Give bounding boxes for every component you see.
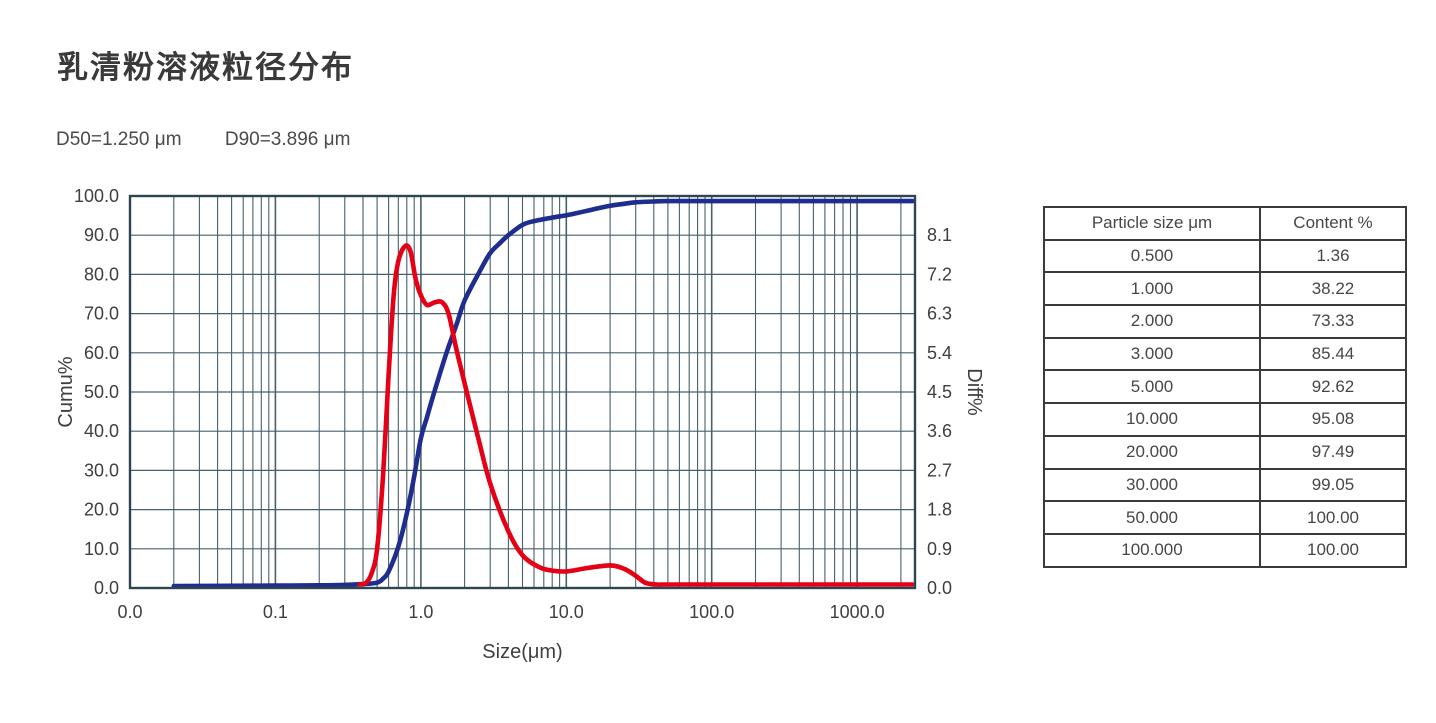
y-right-axis-title: Diff% <box>963 368 985 416</box>
results-table-container: Particle size μm Content % 0.500 1.36 1.00… <box>1043 206 1407 568</box>
y-left-tick-label: 30.0 <box>84 460 119 480</box>
particle-size-cell: 0.500 <box>1043 238 1261 274</box>
x-tick-label: 10.0 <box>549 602 584 622</box>
header-content: Content % <box>1259 206 1407 241</box>
particle-size-cell: 20.000 <box>1043 434 1261 470</box>
content-cell: 38.22 <box>1259 271 1407 307</box>
y-left-tick-label: 10.0 <box>84 539 119 559</box>
particle-size-cell: 1.000 <box>1043 271 1261 307</box>
y-left-tick-label: 80.0 <box>84 264 119 284</box>
content-cell: 85.44 <box>1259 336 1407 372</box>
plot-border <box>128 194 917 590</box>
content-cell: 1.36 <box>1259 238 1407 274</box>
particle-size-cell: 3.000 <box>1043 336 1261 372</box>
y-left-tick-label: 70.0 <box>84 304 119 324</box>
y-left-tick-label: 50.0 <box>84 382 119 402</box>
x-tick-label: 0.0 <box>117 602 142 622</box>
x-tick-label: 1.0 <box>408 602 433 622</box>
y-left-axis-title: Cumu% <box>55 356 77 427</box>
content-cell: 73.33 <box>1259 304 1407 339</box>
table-row: 3.000 85.44 <box>1043 336 1407 372</box>
content-cell: 97.49 <box>1259 434 1407 470</box>
table-row: 50.000 100.00 <box>1043 500 1407 535</box>
cumulative-curve <box>171 198 915 588</box>
y-right-tick-label: 0.9 <box>927 539 952 559</box>
key-stats: D50=1.250 μm D90=3.896 μm <box>56 129 388 151</box>
table-row: 5.000 92.62 <box>1043 369 1407 405</box>
x-tick-label: 1000.0 <box>830 602 885 622</box>
y-left-tick-label: 20.0 <box>84 500 119 520</box>
table-row: 100.000 100.00 <box>1043 532 1407 568</box>
y-right-tick-label: 4.5 <box>927 382 952 402</box>
header-particle-size: Particle size μm <box>1043 206 1261 241</box>
x-axis-title: Size(μm) <box>482 641 562 663</box>
particle-size-cell: 5.000 <box>1043 369 1261 405</box>
content-cell: 92.62 <box>1259 369 1407 405</box>
content-cell: 100.00 <box>1259 532 1407 568</box>
d50-value: D50=1.250 μm <box>56 129 182 150</box>
table-row: 1.000 38.22 <box>1043 271 1407 307</box>
y-right-tick-label: 1.8 <box>927 500 952 520</box>
y-right-tick-label: 0.0 <box>927 578 952 598</box>
particle-size-cell: 30.000 <box>1043 467 1261 503</box>
results-table: Particle size μm Content % 0.500 1.36 1.00… <box>1043 206 1407 568</box>
differential-curve <box>357 243 915 587</box>
table-row: 2.000 73.33 <box>1043 304 1407 339</box>
y-right-tick-label: 6.3 <box>927 304 952 324</box>
y-right-tick-label: 8.1 <box>927 225 952 245</box>
particle-size-cell: 50.000 <box>1043 500 1261 535</box>
y-left-tick-label: 60.0 <box>84 343 119 363</box>
y-right-tick-label: 2.7 <box>927 460 952 480</box>
x-tick-label: 0.1 <box>263 602 288 622</box>
page-title: 乳清粉溶液粒径分布 <box>57 50 354 85</box>
results-table-body: 0.500 1.36 1.000 38.22 2.000 73.33 3.000 85.44 5… <box>1043 238 1407 568</box>
table-row: 20.000 97.49 <box>1043 434 1407 470</box>
y-right-tick-label: 3.6 <box>927 421 952 441</box>
content-cell: 95.08 <box>1259 402 1407 437</box>
content-cell: 99.05 <box>1259 467 1407 503</box>
y-right-tick-label: 7.2 <box>927 264 952 284</box>
d90-value: D90=3.896 μm <box>224 129 351 150</box>
y-left-tick-label: 100.0 <box>74 186 119 206</box>
y-left-tick-label: 0.0 <box>94 578 119 598</box>
table-header-row: Particle size μm Content % <box>1043 206 1407 241</box>
y-right-tick-label: 5.4 <box>927 343 952 363</box>
x-tick-label: 100.0 <box>689 602 734 622</box>
particle-size-cell: 100.000 <box>1043 532 1261 568</box>
table-row: 10.000 95.08 <box>1043 402 1407 437</box>
particle-size-cell: 10.000 <box>1043 402 1261 437</box>
content-cell: 100.00 <box>1259 500 1407 535</box>
table-row: 0.500 1.36 <box>1043 238 1407 274</box>
y-left-tick-label: 40.0 <box>84 421 119 441</box>
y-left-tick-label: 90.0 <box>84 225 119 245</box>
table-row: 30.000 99.05 <box>1043 467 1407 503</box>
particle-size-cell: 2.000 <box>1043 304 1261 339</box>
